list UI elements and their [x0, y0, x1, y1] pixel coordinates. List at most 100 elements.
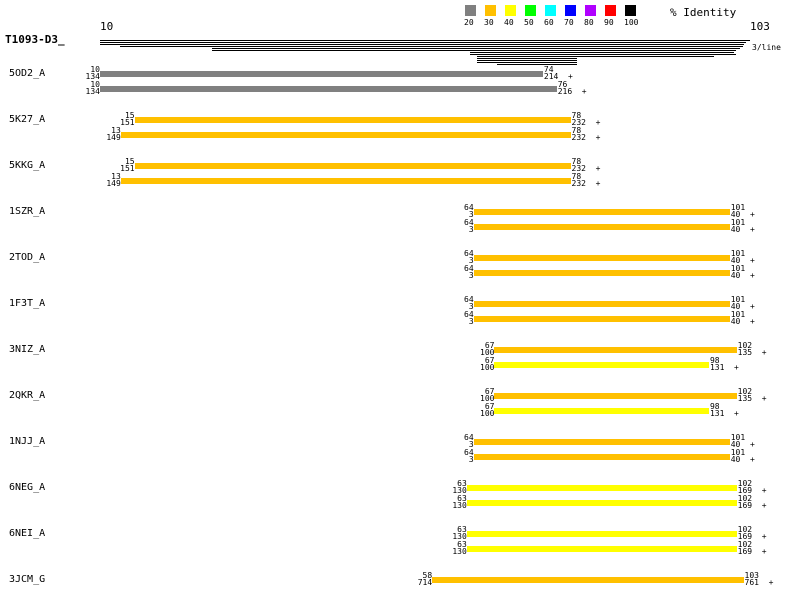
hit-name[interactable]: 5K27_A — [9, 114, 46, 125]
query-start: 67 — [484, 387, 495, 396]
template-end: 216 + — [557, 87, 587, 96]
hit-name[interactable]: 5KKG_A — [9, 160, 46, 171]
template-start: 3 — [468, 455, 474, 464]
query-end: 78 — [571, 126, 582, 135]
query-start: 13 — [111, 172, 121, 181]
template-end: 761 + — [744, 578, 774, 587]
alignment-bar[interactable] — [473, 439, 730, 445]
legend-label: 60 — [544, 18, 554, 27]
legend-swatch — [485, 5, 496, 16]
query-start: 63 — [457, 525, 467, 534]
hit-name[interactable]: 1NJJ_A — [9, 436, 46, 447]
legend-label: 20 — [464, 18, 474, 27]
legend-swatch — [585, 5, 596, 16]
query-start: 67 — [484, 402, 495, 411]
hit-name[interactable]: 2TOD_A — [9, 252, 46, 263]
template-start: 151 — [120, 118, 135, 127]
hit-name[interactable]: 6NEI_A — [9, 528, 46, 539]
hit-name[interactable]: 3JCM_G — [9, 574, 46, 585]
alignment-bar[interactable] — [494, 347, 737, 353]
query-start: 63 — [457, 540, 467, 549]
legend-label: 90 — [604, 18, 614, 27]
alignment-bar[interactable] — [100, 71, 543, 77]
alignment-bar[interactable] — [473, 316, 730, 322]
legend-swatch — [625, 5, 636, 16]
template-start: 3 — [468, 271, 474, 280]
query-end: 101 — [730, 295, 746, 304]
alignment-bar[interactable] — [100, 86, 557, 92]
query-start: 15 — [124, 157, 135, 166]
coverage-line — [477, 62, 577, 63]
alignment-bar[interactable] — [494, 408, 709, 414]
query-end: 78 — [571, 157, 582, 166]
alignment-bar[interactable] — [494, 393, 737, 399]
template-start: 3 — [468, 225, 474, 234]
alignment-bar[interactable] — [473, 454, 730, 460]
alignment-bar[interactable] — [432, 577, 744, 583]
template-start: 134 — [85, 72, 100, 81]
legend-label: 50 — [524, 18, 534, 27]
query-end: 101 — [730, 218, 746, 227]
alignment-bar[interactable] — [473, 301, 730, 307]
query-end: 101 — [730, 433, 746, 442]
alignment-bar[interactable] — [134, 117, 571, 123]
template-start: 100 — [480, 363, 495, 372]
alignment-bar[interactable] — [466, 485, 737, 491]
query-start: 67 — [484, 341, 495, 350]
query-end: 78 — [571, 172, 582, 181]
query-end: 103 — [744, 571, 759, 580]
query-end: 102 — [737, 479, 753, 488]
template-start: 3 — [468, 210, 474, 219]
template-start: 3 — [468, 440, 474, 449]
coverage-line — [477, 60, 577, 61]
query-end: 101 — [730, 249, 746, 258]
template-end: 40 + — [730, 271, 755, 280]
legend-label: 100 — [624, 18, 639, 27]
hit-name[interactable]: 3NIZ_A — [9, 344, 46, 355]
alignment-bar[interactable] — [120, 132, 571, 138]
hit-name[interactable]: 1SZR_A — [9, 206, 46, 217]
legend-label: 80 — [584, 18, 594, 27]
coverage-line — [212, 50, 736, 51]
template-start: 714 — [417, 578, 433, 587]
query-end: 102 — [737, 341, 753, 350]
query-start: 67 — [484, 356, 495, 365]
query-start: 64 — [464, 264, 474, 273]
hit-name[interactable]: 5OD2_A — [9, 68, 46, 79]
hit-name[interactable]: 2QKR_A — [9, 390, 46, 401]
coverage-line — [100, 42, 746, 43]
template-end: 214 + — [543, 72, 573, 81]
alignment-bar[interactable] — [473, 255, 730, 261]
template-end: 135 + — [737, 394, 767, 403]
template-start: 3 — [468, 302, 474, 311]
query-end: 102 — [737, 525, 753, 534]
alignment-bar[interactable] — [473, 270, 730, 276]
alignment-bar[interactable] — [134, 163, 571, 169]
query-start: 58 — [422, 571, 433, 580]
template-end: 169 + — [737, 486, 767, 495]
hit-name[interactable]: 6NEG_A — [9, 482, 46, 493]
legend-swatch — [465, 5, 476, 16]
coverage-line — [120, 46, 743, 47]
template-end: 169 + — [737, 532, 767, 541]
query-start: 10 — [90, 65, 100, 74]
query-start: 64 — [464, 295, 474, 304]
alignment-bar[interactable] — [466, 531, 737, 537]
alignment-bar[interactable] — [466, 500, 737, 506]
query-end: 98 — [709, 356, 720, 365]
template-start: 130 — [452, 501, 467, 510]
alignment-bar[interactable] — [473, 224, 730, 230]
query-start: 13 — [111, 126, 121, 135]
coverage-line — [470, 52, 734, 53]
hit-name[interactable]: 1F3T_A — [9, 298, 46, 309]
alignment-bar[interactable] — [494, 362, 709, 368]
per-line-label: 3/line — [752, 43, 781, 52]
alignment-bar[interactable] — [120, 178, 571, 184]
template-end: 232 + — [571, 164, 601, 173]
template-end: 131 + — [709, 363, 739, 372]
template-start: 100 — [480, 348, 495, 357]
alignment-bar[interactable] — [466, 546, 737, 552]
alignment-bar[interactable] — [473, 209, 730, 215]
query-start: 10 — [90, 80, 100, 89]
template-end: 40 + — [730, 225, 755, 234]
